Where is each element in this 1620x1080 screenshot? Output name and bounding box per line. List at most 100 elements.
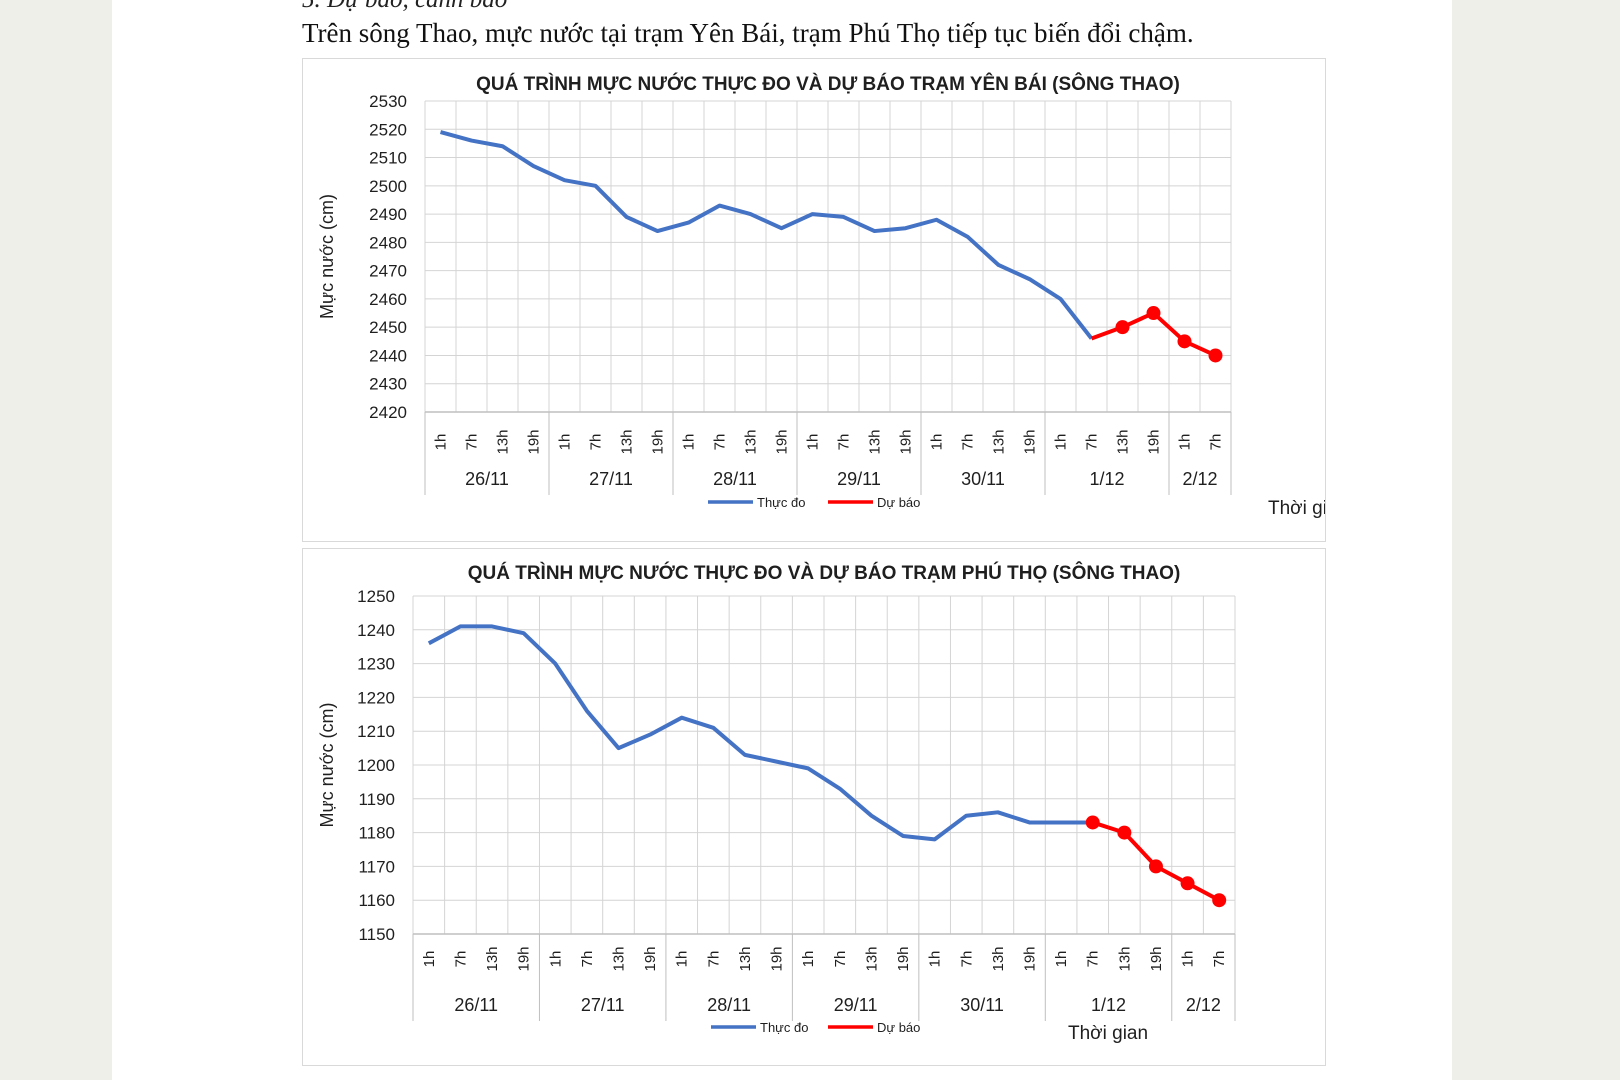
hour-tick-label: 7h	[588, 434, 605, 451]
hour-tick-label: 13h	[611, 946, 628, 971]
y-tick-label: 1190	[358, 790, 395, 809]
hour-tick-label: 13h	[495, 429, 512, 454]
hour-tick-label: 1h	[800, 951, 817, 968]
hour-tick-label: 13h	[990, 946, 1007, 971]
day-tick-label: 27/11	[589, 469, 633, 489]
y-tick-label: 1240	[357, 621, 395, 640]
hour-tick-label: 13h	[619, 429, 636, 454]
hour-tick-label: 19h	[898, 429, 915, 454]
hour-tick-label: 7h	[1084, 434, 1101, 451]
y-tick-label: 2490	[369, 205, 407, 224]
y-tick-label: 2430	[369, 375, 407, 394]
x-axis-label: Thời gian	[1068, 1023, 1148, 1044]
series-forecast	[1090, 306, 1223, 363]
day-tick-label: 30/11	[961, 469, 1005, 489]
hour-tick-label: 7h	[1085, 951, 1102, 968]
chart-phu-tho: QUÁ TRÌNH MỰC NƯỚC THỰC ĐO VÀ DỰ BÁO TRẠ…	[302, 548, 1326, 1066]
hour-tick-label: 7h	[1208, 434, 1225, 451]
chart-yen-bai: QUÁ TRÌNH MỰC NƯỚC THỰC ĐO VÀ DỰ BÁO TRẠ…	[302, 58, 1326, 542]
hour-tick-label: 13h	[737, 946, 754, 971]
hour-tick-label: 1h	[674, 951, 691, 968]
hour-tick-label: 7h	[579, 951, 596, 968]
hour-tick-label: 7h	[452, 951, 469, 968]
hour-tick-label: 19h	[769, 946, 786, 971]
hour-tick-label: 19h	[650, 429, 667, 454]
hour-tick-label: 1h	[681, 434, 698, 451]
legend-label-forecast: Dự báo	[877, 495, 920, 510]
hour-tick-label: 19h	[1148, 946, 1165, 971]
forecast-point	[1148, 859, 1163, 874]
x-axis-label: Thời gian	[1268, 498, 1325, 519]
y-tick-label: 1180	[358, 824, 395, 843]
hour-tick-label: 1h	[1053, 434, 1070, 451]
chart-title: QUÁ TRÌNH MỰC NƯỚC THỰC ĐO VÀ DỰ BÁO TRẠ…	[476, 73, 1180, 95]
y-tick-label: 1150	[358, 925, 395, 944]
y-tick-label: 2460	[369, 290, 407, 309]
y-tick-label: 1220	[357, 688, 395, 707]
hour-tick-label: 7h	[832, 951, 849, 968]
forecast-point	[1085, 815, 1100, 830]
y-tick-label: 2450	[369, 318, 407, 337]
hour-tick-label: 7h	[1211, 951, 1228, 968]
hour-tick-label: 7h	[836, 434, 853, 451]
hour-tick-label: 13h	[1116, 946, 1133, 971]
hour-tick-label: 13h	[991, 429, 1008, 454]
series-forecast	[1085, 815, 1227, 908]
y-axis-label: Mực nước (cm)	[317, 703, 337, 828]
y-tick-label: 1250	[357, 587, 395, 606]
hour-tick-label: 19h	[1022, 429, 1039, 454]
y-axis-label: Mực nước (cm)	[317, 194, 337, 319]
hour-tick-label: 1h	[433, 434, 450, 451]
hour-tick-label: 19h	[642, 946, 659, 971]
hour-tick-label: 13h	[867, 429, 884, 454]
vertical-gridlines	[424, 101, 1232, 412]
day-tick-label: 30/11	[960, 995, 1004, 1015]
y-tick-label: 2500	[369, 177, 407, 196]
hour-tick-label: 7h	[958, 951, 975, 968]
forecast-point	[1208, 348, 1223, 363]
y-tick-label: 1160	[358, 891, 395, 910]
y-tick-label: 2480	[369, 233, 407, 252]
hour-tick-label: 19h	[895, 946, 912, 971]
legend: Thực đo Dự báo	[711, 1020, 920, 1035]
forecast-point	[1177, 334, 1192, 349]
y-tick-label: 2440	[369, 346, 407, 365]
chart-phu-tho-svg: QUÁ TRÌNH MỰC NƯỚC THỰC ĐO VÀ DỰ BÁO TRẠ…	[317, 562, 1236, 1044]
y-tick-label: 2470	[369, 262, 407, 281]
legend: Thực đo Dự báo	[708, 495, 920, 510]
chart-title: QUÁ TRÌNH MỰC NƯỚC THỰC ĐO VÀ DỰ BÁO TRẠ…	[468, 562, 1181, 584]
series-line	[439, 130, 1094, 340]
hour-tick-label: 19h	[526, 429, 543, 454]
series-line	[427, 624, 1093, 842]
hour-tick-label: 7h	[705, 951, 722, 968]
section-heading: 5. Dự báo, cảnh báo	[302, 0, 507, 14]
day-tick-label: 27/11	[581, 995, 625, 1015]
hour-tick-label: 7h	[712, 434, 729, 451]
y-tick-label: 2510	[369, 149, 407, 168]
hour-tick-label: 19h	[516, 946, 533, 971]
day-tick-label: 29/11	[834, 995, 878, 1015]
intro-paragraph: Trên sông Thao, mực nước tại trạm Yên Bá…	[302, 18, 1194, 48]
hour-tick-label: 7h	[960, 434, 977, 451]
y-tick-label: 1170	[358, 857, 395, 876]
y-tick-label: 2530	[369, 92, 407, 111]
y-tick-label: 1210	[357, 722, 395, 741]
hour-tick-label: 1h	[547, 951, 564, 968]
hour-tick-label: 1h	[929, 434, 946, 451]
hour-tick-label: 1h	[1053, 951, 1070, 968]
hour-tick-label: 7h	[464, 434, 481, 451]
hour-tick-label: 1h	[927, 951, 944, 968]
day-tick-label: 1/12	[1089, 469, 1124, 489]
forecast-point	[1115, 320, 1130, 335]
forecast-point	[1146, 306, 1161, 321]
forecast-point	[1212, 893, 1227, 908]
hour-tick-label: 19h	[774, 429, 791, 454]
day-tick-label: 26/11	[465, 469, 509, 489]
hour-tick-label: 19h	[1022, 946, 1039, 971]
day-tick-label: 1/12	[1091, 995, 1126, 1015]
y-tick-label: 2520	[369, 120, 407, 139]
hour-tick-label: 1h	[557, 434, 574, 451]
legend-label-observed: Thực đo	[760, 1020, 808, 1035]
series-observed	[427, 624, 1093, 842]
day-tick-label: 2/12	[1186, 995, 1221, 1015]
